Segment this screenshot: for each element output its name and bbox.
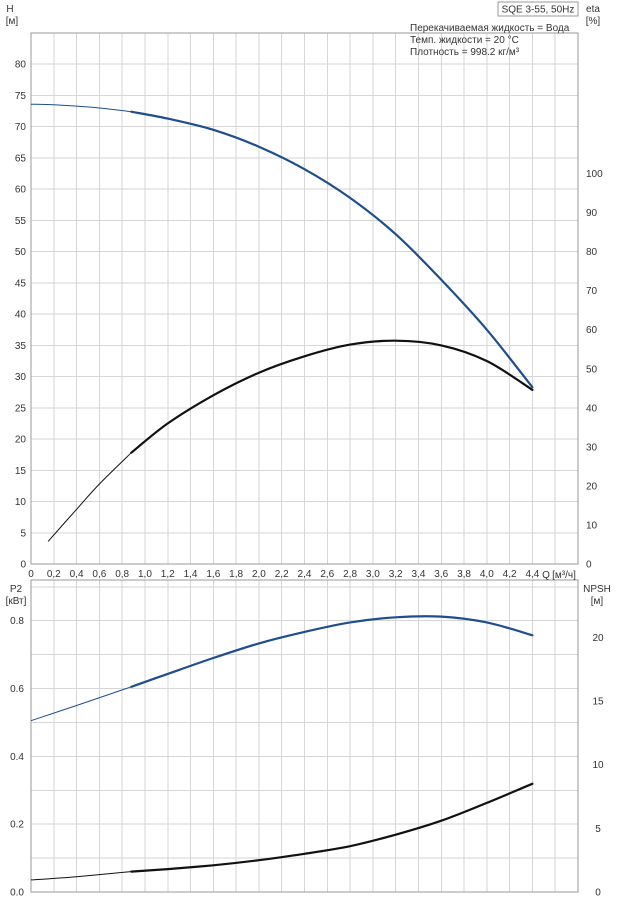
q-tick-label: 1,0 [138,569,152,580]
bottom-panel-grid [31,580,578,892]
h-tick-label: 45 [15,278,27,289]
q-tick-label: 1,6 [206,569,220,580]
eta-tick-label: 90 [586,208,598,219]
q-tick-label: 0,6 [92,569,106,580]
eta-tick-label: 80 [586,247,598,258]
h-tick-label: 35 [15,341,27,352]
title-box [497,1,579,17]
q-tick-label: 0,4 [70,569,84,580]
h-tick-label: 80 [15,60,27,71]
h-tick-label: 50 [15,247,27,258]
top-panel-frame [30,32,579,565]
bottom-panel-frame [30,579,579,893]
npsh-axis-label: NPSH [583,584,611,595]
q-tick-label: 1,4 [184,569,198,580]
p2-axis-unit: [кВт] [6,596,27,607]
q-tick-label: 0,2 [47,569,61,580]
efficiency-curve [130,339,534,454]
q-tick-label: 3,0 [366,569,380,580]
q-tick-label: 3,2 [389,569,403,580]
eta-tick-label: 20 [586,481,598,492]
eta-tick-label: 10 [586,520,598,531]
q-tick-label: 3,4 [412,569,426,580]
q-tick-label: 0,8 [115,569,129,580]
npsh-tick-label: 15 [592,696,604,707]
h-tick-label: 20 [15,435,27,446]
fluid-info-line: Перекачиваемая жидкость = Вода [410,23,570,34]
eta-tick-label: 50 [586,364,598,375]
eta-tick-label: 100 [586,169,603,180]
p2-tick-label: 0.0 [10,888,24,899]
npsh-tick-label: 5 [595,824,601,835]
npsh-curve-extrapolated [30,871,132,881]
npsh-axis-unit: [м] [591,596,604,607]
h-tick-label: 70 [15,122,27,133]
npsh-tick-label: 0 [595,888,601,899]
p2-tick-label: 0.6 [10,684,24,695]
h-tick-label: 25 [15,403,27,414]
q-tick-label: 2,4 [298,569,312,580]
h-tick-label: 60 [15,185,27,196]
power-curve-extrapolated [30,686,132,722]
h-tick-label: 75 [15,91,27,102]
q-tick-label: 3,8 [457,569,471,580]
chart-title: SQE 3-55, 50Hz [502,5,575,16]
q-tick-label: 2,2 [275,569,289,580]
efficiency-curve-extrapolated [47,452,132,542]
h-tick-label: 40 [15,310,27,321]
h-axis-label: H [6,4,13,15]
eta-tick-label: 70 [586,286,598,297]
p2-axis-label: P2 [10,584,23,595]
q-tick-label: 2,8 [343,569,357,580]
eta-axis-unit: [%] [586,16,601,27]
h-tick-label: 15 [15,466,27,477]
eta-tick-label: 60 [586,325,598,336]
p2-tick-label: 0.8 [10,616,24,627]
head-curve [130,110,534,389]
fluid-info-line: Плотность = 998.2 кг/м³ [410,47,520,58]
q-tick-label: 4,4 [525,569,539,580]
q-tick-label: 4,0 [480,569,494,580]
npsh-tick-label: 10 [592,760,604,771]
fluid-info-line: Темп. жидкости = 20 °C [410,35,519,46]
h-tick-label: 10 [15,497,27,508]
p2-tick-label: 0.4 [10,752,24,763]
eta-tick-label: 40 [586,403,598,414]
q-tick-label: 4,2 [503,569,517,580]
h-tick-label: 0 [20,560,26,571]
h-tick-label: 65 [15,153,27,164]
q-tick-label: 1,2 [161,569,175,580]
h-tick-label: 5 [20,528,26,539]
q-tick-label: 1,8 [229,569,243,580]
q-tick-label: 3,6 [434,569,448,580]
power-curve [130,615,534,688]
q-axis-label: Q [542,570,550,581]
head-curve-extrapolated [30,103,132,113]
p2-tick-label: 0.2 [10,820,24,831]
eta-axis-label: eta [586,4,600,15]
top-panel-grid [31,33,578,564]
q-tick-label: 2,6 [320,569,334,580]
curves [30,103,534,881]
eta-tick-label: 30 [586,442,598,453]
npsh-curve [130,782,534,873]
q-tick-label: 2,0 [252,569,266,580]
tick-labels: 0510152025303540455055606570758001020304… [10,60,604,899]
q-axis-unit: [м³/ч] [552,570,576,581]
q-tick-label: 0 [28,569,34,580]
h-tick-label: 30 [15,372,27,383]
h-axis-unit: [м] [6,16,19,27]
h-tick-label: 55 [15,216,27,227]
npsh-tick-label: 20 [592,633,604,644]
eta-tick-label: 0 [586,560,592,571]
